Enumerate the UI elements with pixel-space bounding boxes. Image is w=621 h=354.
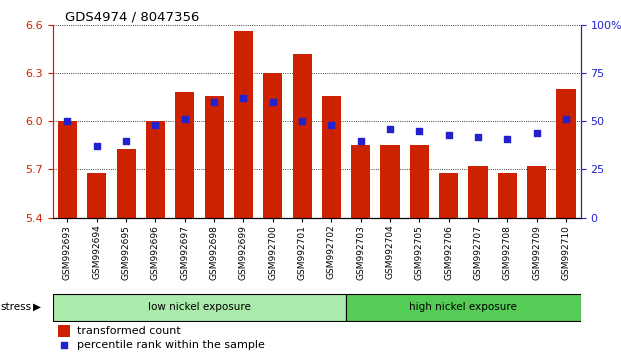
Bar (263, 73, 283, 218)
Point (150, 122, 160, 128)
Bar (117, 149, 135, 218)
Text: percentile rank within the sample: percentile rank within the sample (76, 340, 265, 350)
Point (268, 99, 278, 105)
Bar (322, 96, 341, 218)
Point (356, 138, 366, 143)
Bar (146, 121, 165, 218)
Point (63, 118, 73, 124)
Bar (410, 145, 429, 218)
Bar (234, 31, 253, 218)
Bar (175, 92, 194, 218)
Bar (58, 121, 77, 218)
Bar (292, 54, 312, 218)
Point (327, 122, 337, 128)
Bar (439, 173, 458, 218)
Point (209, 99, 219, 105)
Text: GDS4974 / 8047356: GDS4974 / 8047356 (65, 11, 199, 24)
Point (121, 138, 131, 143)
Bar (498, 173, 517, 218)
Point (532, 130, 542, 136)
Bar (58, 325, 70, 337)
Point (414, 128, 424, 134)
Bar (381, 145, 399, 218)
Point (297, 118, 307, 124)
FancyBboxPatch shape (53, 293, 346, 321)
Bar (87, 173, 106, 218)
Text: low nickel exposure: low nickel exposure (148, 302, 251, 312)
Bar (468, 166, 487, 218)
Point (238, 95, 248, 101)
Bar (204, 96, 224, 218)
Point (502, 136, 512, 142)
Point (92, 143, 102, 149)
Point (443, 132, 453, 138)
Text: stress: stress (1, 302, 32, 312)
Bar (556, 89, 576, 218)
Text: high nickel exposure: high nickel exposure (409, 302, 517, 312)
Point (59, 342, 69, 348)
Point (561, 116, 571, 122)
Text: ▶: ▶ (33, 302, 41, 312)
Bar (527, 166, 546, 218)
Text: transformed count: transformed count (76, 326, 180, 336)
Point (180, 116, 190, 122)
Point (473, 134, 483, 139)
FancyBboxPatch shape (346, 293, 581, 321)
Point (385, 126, 395, 132)
Bar (351, 145, 370, 218)
